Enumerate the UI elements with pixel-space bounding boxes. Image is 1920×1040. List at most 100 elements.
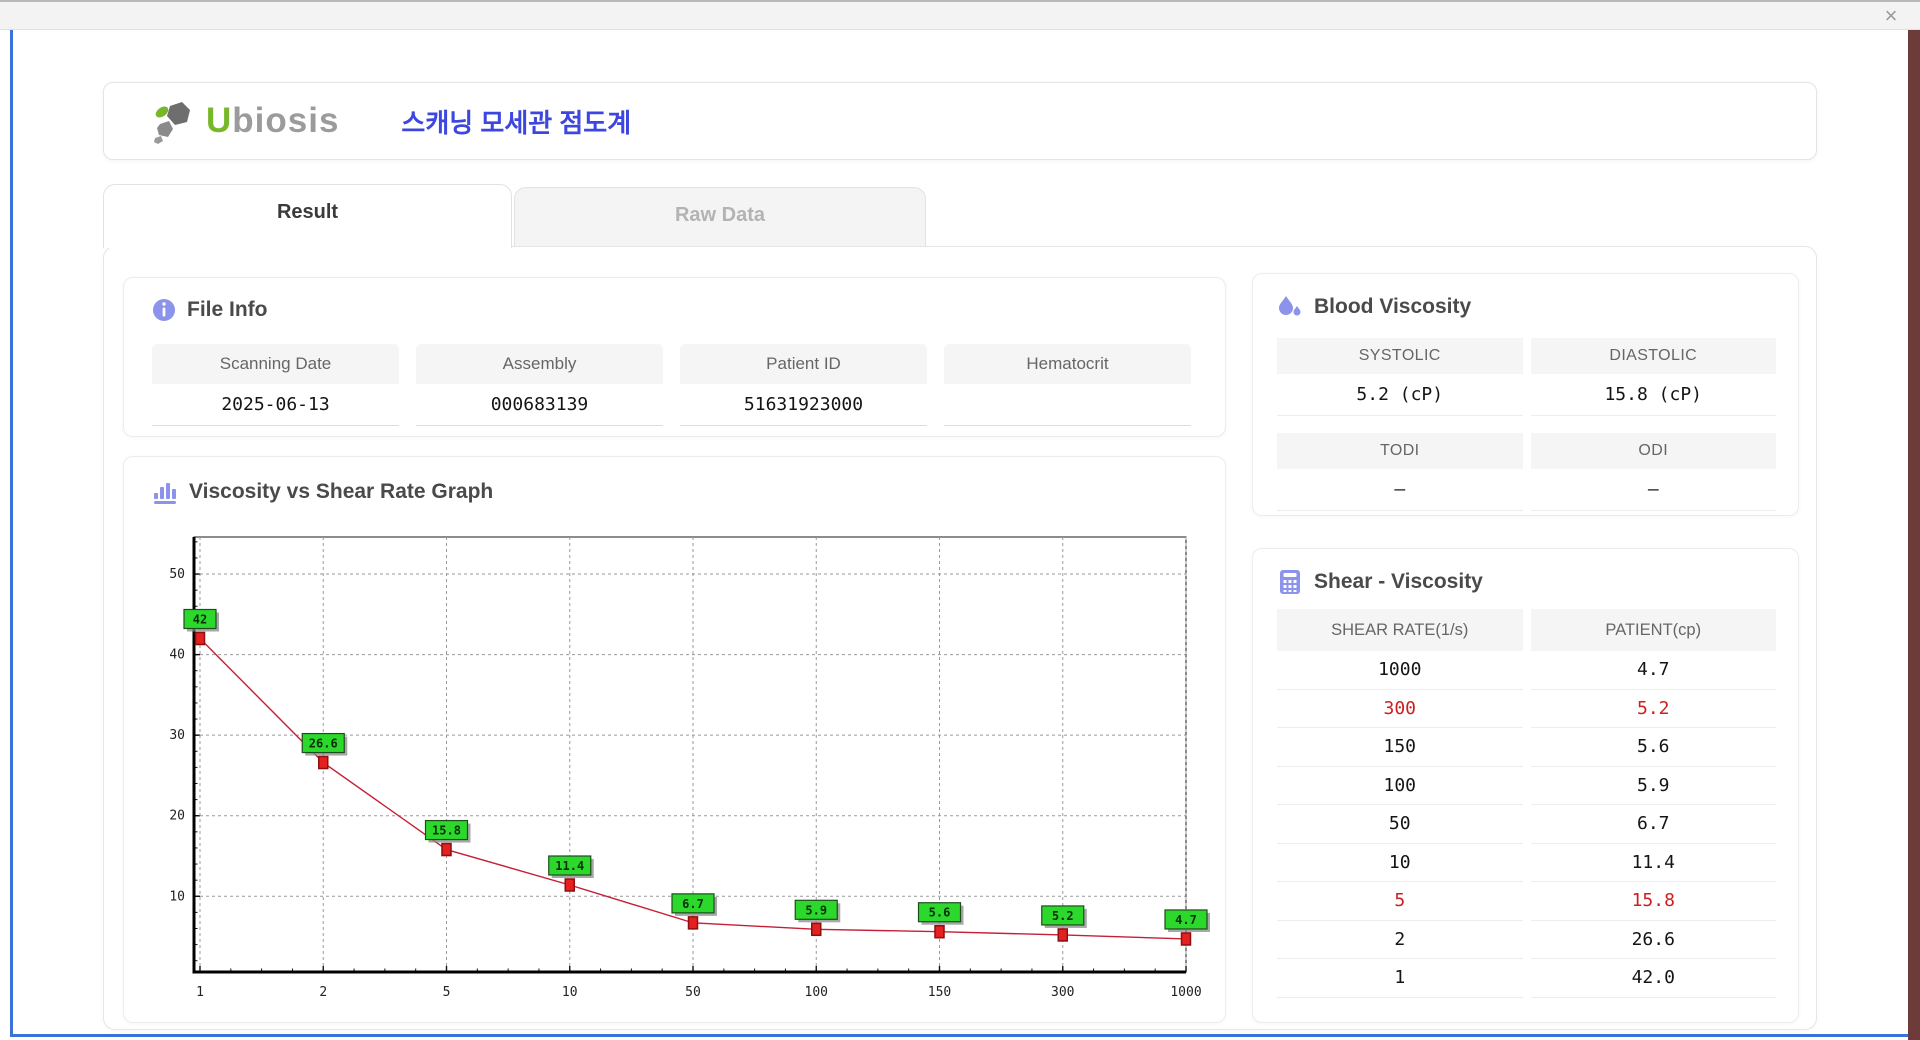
window-close-icon[interactable]: × bbox=[1884, 3, 1898, 28]
blood-viscosity-card: Blood Viscosity SYSTOLIC DIASTOLIC 5.2 (… bbox=[1252, 273, 1799, 516]
blood-viscosity-table: SYSTOLIC DIASTOLIC 5.2 (cP) 15.8 (cP) TO… bbox=[1277, 338, 1776, 511]
svg-text:2: 2 bbox=[319, 985, 327, 1000]
viscosity-graph-card: Viscosity vs Shear Rate Graph 10 20 30 40 50… bbox=[123, 456, 1226, 1023]
systolic-value: 5.2 (cP) bbox=[1277, 374, 1523, 416]
field-scanning-date: Scanning Date 2025-06-13 bbox=[152, 344, 399, 426]
svg-text:10: 10 bbox=[169, 889, 185, 904]
shear-rate-cell: 5 bbox=[1277, 882, 1523, 921]
field-patient-id: Patient ID 51631923000 bbox=[680, 344, 927, 426]
svg-text:50: 50 bbox=[685, 985, 701, 1000]
svg-text:50: 50 bbox=[169, 567, 185, 582]
shear-table-row: 5 15.8 bbox=[1277, 882, 1776, 921]
shear-rate-cell: 50 bbox=[1277, 805, 1523, 844]
file-info-fields: Scanning Date 2025-06-13 Assembly 000683… bbox=[152, 344, 1191, 426]
diastolic-header: DIASTOLIC bbox=[1530, 338, 1776, 374]
shear-rate-cell: 2 bbox=[1277, 921, 1523, 959]
field-label: Hematocrit bbox=[944, 344, 1191, 384]
shear-rate-cell: 10 bbox=[1277, 844, 1523, 882]
field-hematocrit: Hematocrit bbox=[944, 344, 1191, 426]
diastolic-value: 15.8 (cP) bbox=[1530, 374, 1776, 416]
shear-table-row: 300 5.2 bbox=[1277, 690, 1776, 728]
shear-viscosity-card: Shear - Viscosity SHEAR RATE(1/s) PATIEN… bbox=[1252, 548, 1799, 1023]
shear-table-row: 2 26.6 bbox=[1277, 921, 1776, 959]
shear-rate-cell: 150 bbox=[1277, 728, 1523, 767]
header-card: Ubiosis 스캐닝 모세관 점도계 bbox=[103, 82, 1817, 160]
shear-table-row: 100 5.9 bbox=[1277, 767, 1776, 805]
main-panel: File Info Scanning Date 2025-06-13 Assem… bbox=[103, 246, 1817, 1030]
window-border-left bbox=[10, 30, 13, 1037]
calculator-icon bbox=[1277, 569, 1303, 595]
blood-viscosity-title: Blood Viscosity bbox=[1314, 295, 1472, 318]
field-assembly: Assembly 000683139 bbox=[416, 344, 663, 426]
patient-viscosity-cell: 5.9 bbox=[1530, 767, 1776, 805]
window-titlebar: × bbox=[0, 0, 1920, 30]
odi-value: – bbox=[1530, 469, 1776, 511]
svg-text:40: 40 bbox=[169, 648, 185, 663]
file-info-card: File Info Scanning Date 2025-06-13 Assem… bbox=[123, 277, 1226, 437]
shear-table-row: 1 42.0 bbox=[1277, 959, 1776, 998]
svg-text:300: 300 bbox=[1051, 985, 1074, 1000]
svg-text:1: 1 bbox=[196, 985, 204, 1000]
systolic-header: SYSTOLIC bbox=[1277, 338, 1523, 374]
shear-viscosity-title: Shear - Viscosity bbox=[1314, 570, 1483, 593]
svg-text:1000: 1000 bbox=[1170, 985, 1201, 1000]
blood-drop-icon bbox=[1277, 294, 1303, 320]
field-label: Assembly bbox=[416, 344, 663, 384]
svg-text:20: 20 bbox=[169, 809, 185, 824]
shear-rate-cell: 1 bbox=[1277, 959, 1523, 998]
window-border-bottom bbox=[10, 1034, 1908, 1037]
field-value: 2025-06-13 bbox=[152, 384, 399, 426]
svg-text:100: 100 bbox=[805, 985, 828, 1000]
shear-viscosity-table: SHEAR RATE(1/s) PATIENT(cp) 1000 4.7 300 5.… bbox=[1277, 609, 1776, 998]
logo-text: Ubiosis bbox=[206, 101, 340, 140]
patient-viscosity-cell: 15.8 bbox=[1530, 882, 1776, 921]
svg-text:5.2: 5.2 bbox=[1052, 909, 1074, 923]
shear-table-row: 1000 4.7 bbox=[1277, 651, 1776, 690]
shear-rate-cell: 1000 bbox=[1277, 651, 1523, 690]
background-window-edge bbox=[1908, 30, 1920, 1040]
shear-table-body: 1000 4.7 300 5.2 150 5.6 100 5.9 50 6.7 10 11.4 5 15.… bbox=[1277, 651, 1776, 998]
tab-raw-data[interactable]: Raw Data bbox=[514, 187, 926, 246]
shear-table-row: 50 6.7 bbox=[1277, 805, 1776, 844]
odi-header: ODI bbox=[1530, 433, 1776, 469]
svg-text:6.7: 6.7 bbox=[682, 897, 704, 911]
patient-viscosity-cell: 5.2 bbox=[1530, 690, 1776, 728]
bar-chart-icon bbox=[152, 479, 178, 505]
svg-text:15.8: 15.8 bbox=[432, 824, 461, 838]
viscosity-shear-chart: 10 20 30 40 50 1 2 5 10 50 100 150 300 1000 42 26.6 15.8… bbox=[169, 536, 1210, 1000]
shear-rate-col-header: SHEAR RATE(1/s) bbox=[1277, 609, 1523, 651]
svg-text:5.6: 5.6 bbox=[929, 906, 951, 920]
shear-table-row: 10 11.4 bbox=[1277, 844, 1776, 882]
shear-table-row: 150 5.6 bbox=[1277, 728, 1776, 767]
svg-text:26.6: 26.6 bbox=[309, 737, 338, 751]
svg-text:4.7: 4.7 bbox=[1175, 913, 1197, 927]
todi-header: TODI bbox=[1277, 433, 1523, 469]
patient-viscosity-cell: 4.7 bbox=[1530, 651, 1776, 690]
ubiosis-leaf-icon bbox=[152, 98, 200, 144]
tab-result[interactable]: Result bbox=[103, 184, 512, 248]
svg-text:11.4: 11.4 bbox=[555, 859, 584, 873]
shear-rate-cell: 300 bbox=[1277, 690, 1523, 728]
svg-text:5.9: 5.9 bbox=[805, 903, 827, 917]
patient-col-header: PATIENT(cp) bbox=[1530, 609, 1776, 651]
field-value: 000683139 bbox=[416, 384, 663, 426]
todi-value: – bbox=[1277, 469, 1523, 511]
field-value bbox=[944, 384, 1191, 426]
ubiosis-logo: Ubiosis bbox=[152, 98, 339, 144]
patient-viscosity-cell: 6.7 bbox=[1530, 805, 1776, 844]
app-title-korean: 스캐닝 모세관 점도계 bbox=[401, 107, 632, 138]
file-info-title: File Info bbox=[187, 298, 268, 321]
svg-text:42: 42 bbox=[193, 613, 207, 627]
svg-text:5: 5 bbox=[443, 985, 451, 1000]
graph-title: Viscosity vs Shear Rate Graph bbox=[189, 480, 494, 503]
info-icon bbox=[152, 298, 176, 322]
patient-viscosity-cell: 26.6 bbox=[1530, 921, 1776, 959]
field-label: Patient ID bbox=[680, 344, 927, 384]
svg-text:30: 30 bbox=[169, 728, 185, 743]
patient-viscosity-cell: 11.4 bbox=[1530, 844, 1776, 882]
field-value: 51631923000 bbox=[680, 384, 927, 426]
svg-text:10: 10 bbox=[562, 985, 578, 1000]
field-label: Scanning Date bbox=[152, 344, 399, 384]
patient-viscosity-cell: 42.0 bbox=[1530, 959, 1776, 998]
patient-viscosity-cell: 5.6 bbox=[1530, 728, 1776, 767]
